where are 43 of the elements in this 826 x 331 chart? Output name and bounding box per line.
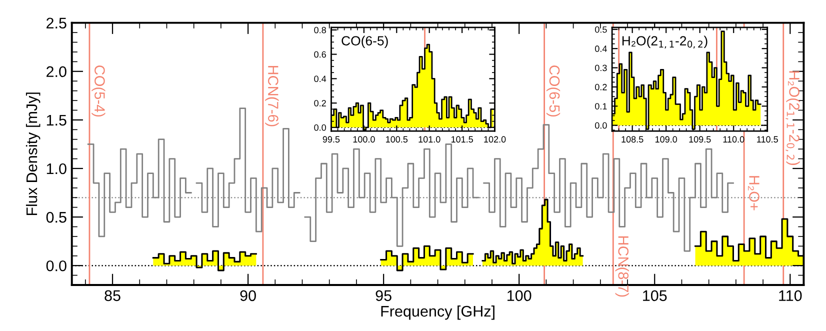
- x-tick-label: 101.5: [451, 136, 473, 143]
- x-tick-label: 109.0: [655, 136, 678, 143]
- y-tick-label: 0.8: [314, 26, 326, 34]
- y-axis-title: Flux Density [mJy]: [26, 92, 40, 216]
- ref-line-label: HCN(7-6): [265, 66, 279, 126]
- text: CO(6-5): [342, 36, 388, 48]
- y-tick-label: 0.4: [314, 76, 326, 82]
- y-tick-label: 2.5: [46, 18, 66, 29]
- y-tick-label: 0.5: [46, 212, 66, 223]
- x-tick-label: 100.0: [353, 136, 375, 143]
- y-tick-label: 0.0: [314, 124, 326, 131]
- ref-line-label: HCN(8-7): [615, 236, 629, 297]
- x-tick-label: 102.0: [484, 136, 506, 143]
- y-tick-label: 0.2: [314, 100, 326, 106]
- y-tick-label: 1.0: [46, 163, 66, 174]
- y-tick-label: 0.3: [595, 64, 607, 72]
- x-tick-label: 101.0: [418, 136, 440, 143]
- x-tick-label: 105: [643, 290, 667, 302]
- y-tick-label: 0.0: [595, 122, 607, 129]
- x-tick-label: 109.5: [689, 136, 711, 143]
- y-tick-label: 0.6: [314, 51, 326, 58]
- ref-line-label: CO(6-5): [546, 66, 560, 117]
- y-tick-label: 0.5: [595, 26, 607, 33]
- ref-line-label: CO(5-4): [92, 66, 106, 117]
- y-tick-label: 2.0: [46, 66, 66, 78]
- x-tick-label: 85: [104, 290, 120, 302]
- y-tick-label: 0.2: [595, 84, 607, 90]
- x-tick-label: 90: [240, 290, 256, 302]
- y-tick-label: 0.0: [46, 260, 66, 272]
- ref-line-label: H₂O(2$_{1,1}$-2$_{0,2}$): [786, 71, 800, 165]
- x-tick-label: 100.5: [386, 136, 408, 143]
- x-tick-label: 95: [376, 290, 392, 302]
- x-tick-label: 100: [508, 290, 532, 302]
- x-axis-title: Frequency [GHz]: [381, 305, 494, 320]
- y-tick-label: 1.5: [46, 114, 66, 126]
- y-tick-label: 0.1: [595, 103, 607, 110]
- x-tick-label: 99.5: [322, 136, 340, 143]
- y-tick-label: 0.4: [595, 46, 607, 52]
- text: H₂O(2$_{1,1}$-2$_{0,2}$): [622, 36, 708, 49]
- x-tick-label: 108.5: [622, 136, 644, 143]
- ref-line-label: H₂O+: [748, 176, 760, 210]
- x-tick-label: 110: [779, 290, 802, 302]
- x-tick-label: 110.5: [757, 136, 778, 143]
